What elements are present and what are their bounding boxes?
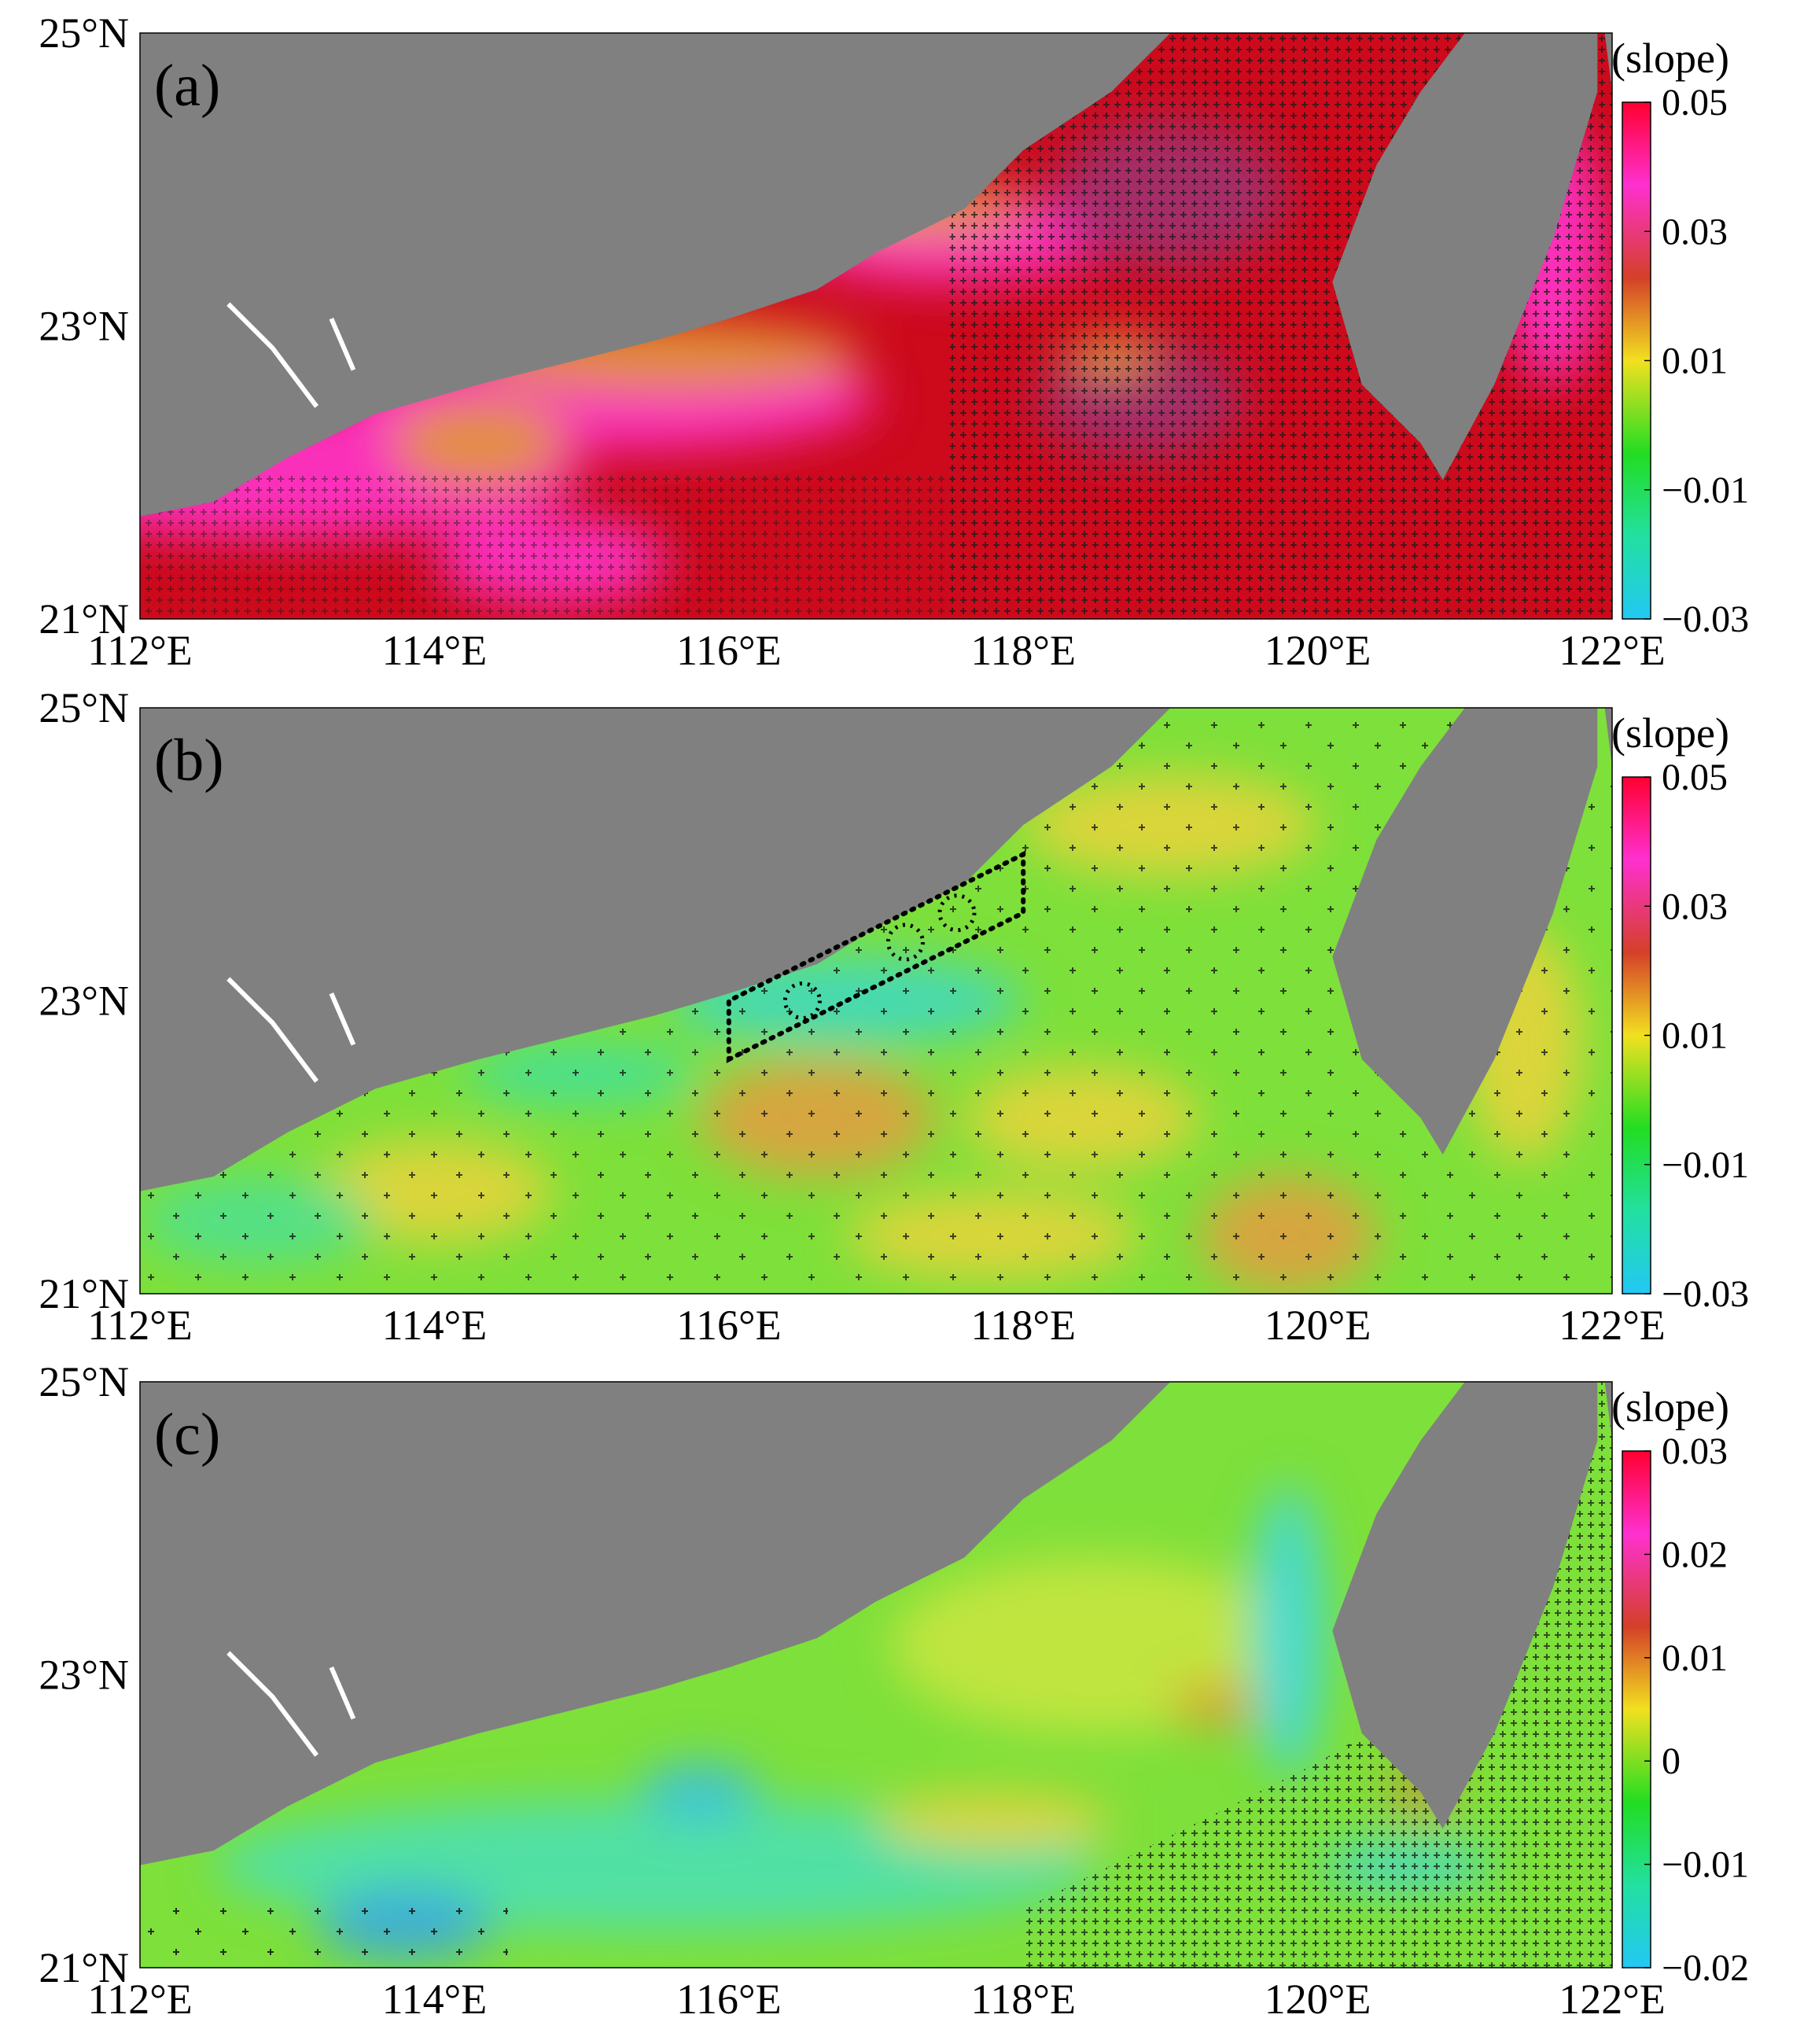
colorbar-tick-label: −0.03 — [1662, 1273, 1749, 1315]
significance-markers — [1023, 1382, 1612, 1968]
colorbar-tick-label: 0.01 — [1662, 1637, 1728, 1679]
colorbar-tick-label: 0.01 — [1662, 341, 1728, 382]
slope-anomaly — [390, 399, 567, 488]
significance-markers — [140, 1894, 508, 1968]
colorbar-title: (slope) — [1611, 709, 1729, 757]
colorbar — [1622, 1450, 1651, 1969]
colorbar-tick-label: 0.03 — [1662, 1431, 1728, 1472]
y-tick-label: 23°N — [39, 1652, 129, 1699]
map-frame — [139, 1381, 1613, 1969]
x-tick-label: 112°E — [87, 1302, 193, 1349]
study-area-box — [726, 850, 1026, 1063]
map-area — [140, 33, 1612, 619]
colorbar-tick-label: 0.02 — [1662, 1534, 1728, 1575]
panel-label: (a) — [154, 53, 220, 119]
colorbar-tick-label: −0.01 — [1662, 470, 1749, 511]
x-tick-label: 116°E — [676, 1976, 782, 2023]
colorbar-tick-label: 0.05 — [1662, 82, 1728, 123]
river-estuary — [226, 1651, 356, 1757]
panel-label: (b) — [154, 727, 224, 794]
x-tick-label: 120°E — [1265, 1302, 1371, 1349]
colorbar-tick-label: 0.01 — [1662, 1015, 1728, 1057]
significance-markers — [140, 472, 950, 619]
x-tick-label: 114°E — [382, 627, 488, 674]
slope-anomaly — [1251, 1484, 1325, 1777]
x-tick-label: 114°E — [382, 1302, 488, 1349]
slope-anomaly — [876, 1792, 1112, 1851]
colorbar-tick-label: −0.02 — [1662, 1947, 1749, 1989]
mainland — [140, 1382, 1171, 1865]
colorbar-title: (slope) — [1611, 1383, 1729, 1431]
y-tick-label: 25°N — [39, 9, 129, 57]
colorbar-tick-label: −0.01 — [1662, 1844, 1749, 1886]
taiwan-island — [1332, 33, 1598, 481]
x-tick-label: 116°E — [676, 1302, 782, 1349]
study-site-marker — [937, 893, 977, 933]
x-tick-label: 118°E — [970, 1302, 1076, 1349]
x-tick-label: 120°E — [1265, 627, 1371, 674]
x-tick-label: 122°E — [1559, 1976, 1666, 2023]
mainland — [140, 708, 1171, 1191]
y-tick-label: 23°N — [39, 978, 129, 1025]
river-estuary — [226, 302, 356, 408]
x-tick-label: 118°E — [970, 1976, 1076, 2023]
x-tick-label: 122°E — [1559, 1302, 1666, 1349]
river-estuary — [226, 977, 356, 1083]
colorbar-tick-label: 0.05 — [1662, 757, 1728, 798]
panel-label: (c) — [154, 1401, 220, 1468]
x-tick-label: 118°E — [970, 627, 1076, 674]
x-tick-label: 122°E — [1559, 627, 1666, 674]
colorbar-tick-label: 0.03 — [1662, 886, 1728, 927]
colorbar-tick-label: 0 — [1662, 1740, 1681, 1782]
land-edge — [1604, 1382, 1612, 1441]
map-area — [140, 708, 1612, 1294]
taiwan-island — [1332, 708, 1598, 1155]
slope-anomaly — [1170, 1681, 1259, 1726]
y-tick-label: 21°N — [39, 595, 129, 643]
land-edge — [1604, 708, 1612, 767]
map-area — [140, 1382, 1612, 1968]
y-tick-label: 21°N — [39, 1270, 129, 1317]
map-frame — [139, 707, 1613, 1295]
colorbar-tick-label: 0.03 — [1662, 211, 1728, 252]
y-tick-label: 25°N — [39, 684, 129, 731]
x-tick-label: 112°E — [87, 627, 193, 674]
slope-anomaly — [640, 1762, 759, 1821]
x-tick-label: 120°E — [1265, 1976, 1371, 2023]
colorbar-tick-label: −0.03 — [1662, 598, 1749, 640]
colorbar-title: (slope) — [1611, 35, 1729, 82]
y-tick-label: 21°N — [39, 1944, 129, 1991]
mainland — [140, 33, 1171, 517]
y-tick-label: 23°N — [39, 303, 129, 350]
map-frame — [139, 32, 1613, 620]
colorbar-tick-label: −0.01 — [1662, 1144, 1749, 1186]
taiwan-island — [1332, 1382, 1598, 1829]
x-tick-label: 114°E — [382, 1976, 488, 2023]
x-tick-label: 116°E — [676, 627, 782, 674]
study-site-marker — [885, 923, 925, 962]
y-tick-label: 25°N — [39, 1358, 129, 1405]
x-tick-label: 112°E — [87, 1976, 193, 2023]
land-edge — [1604, 33, 1612, 92]
study-site-marker — [782, 981, 822, 1020]
